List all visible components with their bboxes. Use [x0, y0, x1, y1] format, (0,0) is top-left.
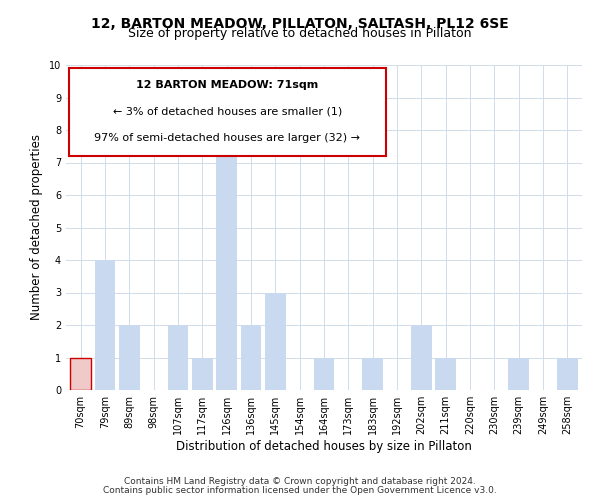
Bar	[241, 325, 262, 390]
Text: Size of property relative to detached houses in Pillaton: Size of property relative to detached ho…	[128, 28, 472, 40]
Text: 12, BARTON MEADOW, PILLATON, SALTASH, PL12 6SE: 12, BARTON MEADOW, PILLATON, SALTASH, PL…	[91, 18, 509, 32]
Text: Contains HM Land Registry data © Crown copyright and database right 2024.: Contains HM Land Registry data © Crown c…	[124, 477, 476, 486]
Bar	[411, 325, 432, 390]
Text: ← 3% of detached houses are smaller (1): ← 3% of detached houses are smaller (1)	[113, 106, 342, 116]
Bar	[557, 358, 578, 390]
Bar	[119, 325, 140, 390]
Text: Contains public sector information licensed under the Open Government Licence v3: Contains public sector information licen…	[103, 486, 497, 495]
FancyBboxPatch shape	[68, 68, 386, 156]
Bar	[192, 358, 212, 390]
Text: 97% of semi-detached houses are larger (32) →: 97% of semi-detached houses are larger (…	[94, 133, 360, 143]
Bar	[265, 292, 286, 390]
Bar	[508, 358, 529, 390]
Y-axis label: Number of detached properties: Number of detached properties	[31, 134, 43, 320]
Bar	[216, 130, 237, 390]
Text: 12 BARTON MEADOW: 71sqm: 12 BARTON MEADOW: 71sqm	[136, 80, 319, 90]
Bar	[362, 358, 383, 390]
Bar	[167, 325, 188, 390]
Bar	[436, 358, 456, 390]
X-axis label: Distribution of detached houses by size in Pillaton: Distribution of detached houses by size …	[176, 440, 472, 453]
Bar	[314, 358, 334, 390]
Bar	[70, 358, 91, 390]
Bar	[95, 260, 115, 390]
